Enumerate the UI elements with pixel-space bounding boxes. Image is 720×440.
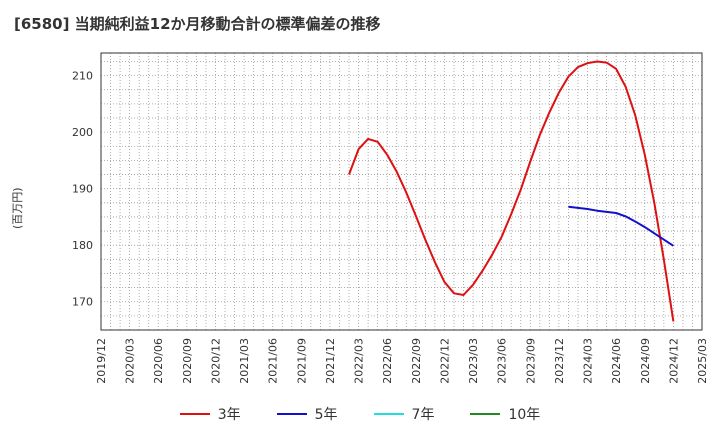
y-tick-label: 200 (72, 126, 93, 139)
x-tick-label: 2020/09 (181, 338, 194, 384)
x-tick-label: 2021/12 (324, 338, 337, 384)
legend-item: 5年 (276, 404, 338, 424)
line-chart: 170 180 190 200 210 2019/12 2020/03 2020/06 202… (72, 52, 709, 384)
legend-label: 5年 (314, 407, 338, 423)
y-tick-label: 170 (72, 296, 93, 309)
x-tick-label: 2023/09 (524, 338, 537, 384)
x-tick-label: 2021/06 (267, 338, 280, 384)
grid-lines (101, 53, 702, 330)
series-line-5年 (568, 205, 674, 247)
x-tick-label: 2024/09 (639, 338, 652, 384)
series-line-3年 (348, 60, 675, 322)
x-tick-label: 2024/03 (582, 338, 595, 384)
legend-item: 10年 (470, 404, 540, 424)
plot-frame (100, 52, 703, 331)
x-tick-label: 2022/03 (353, 338, 366, 384)
x-tick-label: 2022/06 (381, 338, 394, 384)
x-tick-label: 2021/03 (238, 338, 251, 384)
legend-label: 3年 (217, 407, 241, 423)
chart-title: [6580] 当期純利益12か月移動合計の標準偏差の推移 (14, 15, 381, 33)
x-tick-label: 2022/12 (438, 338, 451, 384)
x-tick-label: 2020/12 (209, 338, 222, 384)
series-lines (348, 60, 675, 322)
y-tick-label: 180 (72, 239, 93, 252)
x-tick-labels: 2019/12 2020/03 2020/06 2020/09 2020/12 2021/… (95, 338, 709, 384)
legend-swatch (373, 413, 404, 415)
x-tick-label: 2020/06 (152, 338, 165, 384)
x-tick-label: 2023/03 (467, 338, 480, 384)
y-tick-label: 210 (72, 70, 93, 83)
x-tick-label: 2019/12 (95, 338, 108, 384)
y-tick-label: 190 (72, 183, 93, 196)
legend-label: 10年 (508, 407, 541, 423)
x-tick-label: 2023/12 (553, 338, 566, 384)
legend-swatch (179, 413, 210, 415)
x-tick-label: 2020/03 (124, 338, 137, 384)
x-tick-label: 2024/06 (610, 338, 623, 384)
legend-swatch (470, 413, 501, 415)
legend-label: 7年 (411, 407, 435, 423)
legend-swatch (276, 413, 307, 415)
x-tick-label: 2021/09 (295, 338, 308, 384)
x-tick-label: 2025/03 (696, 338, 709, 384)
y-tick-labels: 170 180 190 200 210 (72, 70, 93, 309)
legend-item: 7年 (373, 404, 435, 424)
x-tick-label: 2022/09 (410, 338, 423, 384)
legend: 3年 5年 7年 10年 (0, 404, 720, 424)
x-tick-label: 2024/12 (667, 338, 680, 384)
legend-item: 3年 (179, 404, 241, 424)
x-tick-label: 2023/06 (496, 338, 509, 384)
